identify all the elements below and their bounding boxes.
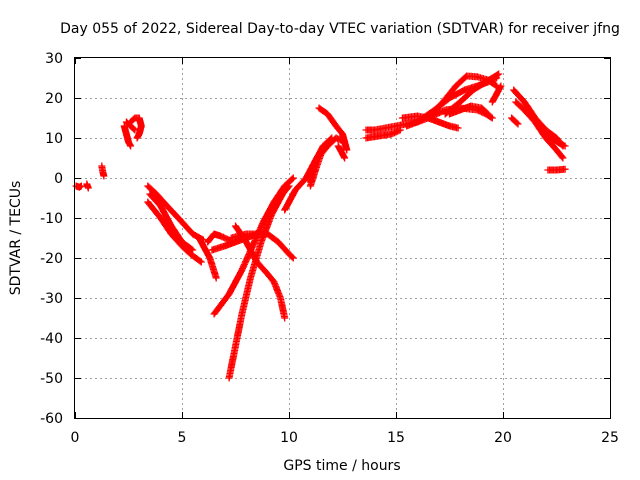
data-track-t08 (146, 190, 197, 254)
data-track-t04 (120, 122, 135, 150)
data-track-t30 (488, 82, 505, 106)
x-tick-labels: 0 5 10 15 20 25 (71, 430, 619, 446)
data-points (146, 190, 197, 254)
data-points (204, 230, 233, 246)
data-track-t09 (144, 198, 205, 266)
y-tick-label: -60 (40, 411, 63, 427)
data-points (315, 104, 351, 154)
data-points (83, 180, 92, 192)
data-track-t21 (334, 142, 349, 162)
x-tick-label: 0 (71, 430, 80, 446)
y-tick-label: 10 (45, 131, 63, 147)
y-tick-label: 30 (45, 51, 63, 67)
data-points (127, 114, 145, 142)
data-track-t11 (195, 234, 220, 282)
data-points (334, 142, 349, 162)
y-tick-label: -50 (40, 371, 63, 387)
data-layer (72, 70, 569, 382)
x-axis-label: GPS time / hours (283, 458, 400, 474)
x-tick-label: 15 (387, 430, 405, 446)
data-track-t28 (441, 70, 503, 118)
data-points (306, 154, 321, 186)
data-track-t32 (512, 98, 567, 162)
x-tick-label: 25 (601, 430, 619, 446)
data-track-t02 (83, 180, 92, 192)
y-tick-label: -20 (40, 251, 63, 267)
y-tick-label: 0 (54, 171, 63, 187)
ticks (75, 58, 611, 419)
data-track-t20 (315, 104, 351, 154)
x-tick-label: 5 (178, 430, 187, 446)
data-track-t23 (362, 126, 404, 142)
data-points (446, 102, 492, 118)
data-track-t14 (225, 182, 293, 382)
y-tick-label: 20 (45, 91, 63, 107)
data-points (195, 234, 220, 282)
x-tick-label: 20 (494, 430, 512, 446)
y-axis-label: SDTVAR / TECUs (8, 181, 24, 296)
data-track-t06 (122, 118, 139, 134)
data-track-t05 (127, 114, 145, 142)
y-tick-label: -40 (40, 331, 63, 347)
data-points (144, 182, 207, 244)
data-points (227, 230, 297, 262)
data-points (488, 82, 505, 106)
data-track-t01 (72, 182, 85, 191)
data-points (98, 162, 108, 180)
data-track-t19 (306, 154, 321, 186)
y-tick-label: -30 (40, 291, 63, 307)
data-track-t33 (525, 106, 569, 150)
data-points (225, 182, 293, 382)
data-points (544, 165, 569, 174)
chart-title: Day 055 of 2022, Sidereal Day-to-day VTE… (60, 21, 620, 37)
y-tick-label: -10 (40, 211, 63, 227)
data-points (525, 106, 569, 150)
plot-frame (74, 57, 611, 419)
data-track-t10 (204, 230, 233, 246)
data-points (72, 182, 85, 191)
data-track-t35 (544, 165, 569, 174)
data-points (512, 98, 567, 162)
data-track-t34 (508, 114, 522, 128)
data-track-t07 (144, 182, 207, 244)
data-points (120, 122, 135, 150)
x-tick-label: 10 (280, 430, 298, 446)
data-points (122, 118, 139, 134)
data-points (362, 126, 404, 142)
data-track-t03 (98, 162, 108, 180)
data-points (441, 70, 503, 118)
data-track-t29 (446, 102, 492, 118)
data-points (508, 114, 522, 128)
data-track-t16 (227, 230, 297, 262)
y-tick-labels: -60 -50 -40 -30 -20 -10 0 10 20 30 (40, 51, 63, 427)
data-points (144, 198, 205, 266)
